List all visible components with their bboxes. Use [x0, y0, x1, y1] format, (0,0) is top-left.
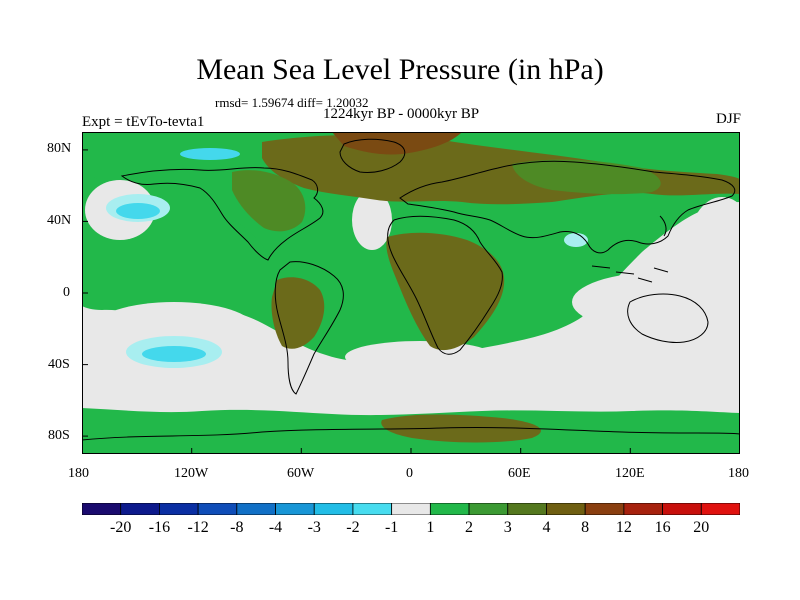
colorbar-swatch	[468, 503, 509, 515]
y-tick-label: 80S	[48, 428, 70, 443]
map-ticks	[82, 149, 740, 454]
colorbar-swatch	[352, 503, 393, 515]
colorbar-label: -16	[148, 519, 171, 536]
coast-europe-asia	[399, 160, 736, 254]
cyan-anomaly-tibet	[564, 233, 588, 247]
colorbar-label: 12	[615, 519, 632, 536]
y-tick-label: 40S	[48, 357, 70, 372]
x-tick-label: 120E	[615, 466, 645, 481]
colorbar-swatch	[700, 503, 740, 515]
colorbar	[82, 503, 740, 515]
coast-south-america	[274, 261, 344, 395]
coast-north-america	[120, 167, 324, 261]
colorbar-swatch	[391, 503, 431, 515]
colorbar-label: -12	[187, 519, 209, 536]
olive-zone-north-america	[232, 170, 306, 232]
cyan-anomaly-greenland	[180, 148, 240, 160]
coast-australia	[627, 293, 709, 343]
coast-japan	[659, 215, 667, 237]
page-title: Mean Sea Level Pressure (in hPa)	[196, 53, 604, 86]
brown-zone-africa	[386, 232, 505, 351]
colorbar-swatch	[623, 503, 663, 515]
colorbar-label: 3	[503, 519, 512, 536]
colorbar-swatch	[236, 503, 276, 515]
period-text: 1224kyr BP - 0000kyr BP	[323, 106, 480, 122]
x-tick-label: 180	[728, 466, 749, 481]
colorbar-label: 20	[693, 519, 710, 536]
grey-pocket-east-pacific	[687, 197, 740, 307]
x-tick-label: 120W	[174, 466, 209, 481]
coast-africa	[387, 215, 503, 355]
colorbar-label: -20	[110, 519, 132, 536]
y-tick-label: 0	[63, 285, 70, 300]
coast-indonesia	[591, 265, 669, 283]
colorbar-swatch	[159, 503, 199, 515]
experiment-label: Expt = tEvTo-tevta1	[82, 114, 205, 130]
colorbar-swatch	[120, 503, 160, 515]
x-tick-label: 60E	[508, 466, 531, 481]
colorbar-label: 2	[465, 519, 474, 536]
colorbar-swatch	[197, 503, 238, 515]
colorbar-swatch	[662, 503, 702, 515]
cyan-anomaly-north-pacific-core	[116, 203, 160, 219]
colorbar-swatch	[275, 503, 315, 515]
olive-zone-antarctic	[381, 414, 541, 443]
colorbar-label: 8	[581, 519, 590, 536]
colorbar-label: 4	[542, 519, 551, 536]
colorbar-swatch	[313, 503, 354, 515]
colorbar-swatch	[507, 503, 547, 515]
x-tick-label: 0	[406, 466, 413, 481]
colorbar-label: -8	[230, 519, 244, 536]
grey-pocket-south-atlantic	[345, 341, 495, 373]
cyan-anomaly-south-pacific-core	[142, 346, 206, 362]
grey-pocket-south-pacific	[94, 302, 254, 354]
colorbar-label: -2	[346, 519, 360, 536]
season-label: DJF	[715, 111, 741, 127]
colorbar-label: -4	[268, 519, 283, 536]
colorbar-label: -1	[384, 519, 399, 536]
y-tick-label: 40N	[47, 213, 72, 228]
coastlines	[82, 138, 740, 441]
colorbar-swatch	[82, 503, 122, 515]
coast-greenland	[339, 138, 406, 173]
olive-zone-siberia	[512, 159, 661, 195]
colorbar-swatch	[584, 503, 625, 515]
colorbar-label: -3	[307, 519, 321, 536]
colorbar-label: 1	[426, 519, 435, 536]
map-panel	[82, 132, 740, 454]
grey-pocket-north-atlantic	[352, 190, 392, 250]
colorbar-swatch	[546, 503, 586, 515]
x-tick-label: 180	[68, 466, 89, 481]
stats-text: rmsd= 1.59674 diff= 1.20032	[215, 95, 369, 110]
colorbar-label: 16	[654, 519, 671, 536]
y-tick-label: 80N	[47, 141, 72, 156]
brown-zone-south-america	[271, 277, 325, 349]
coast-antarctica	[82, 426, 740, 441]
colorbar-swatch	[429, 503, 470, 515]
x-tick-label: 60W	[287, 466, 315, 481]
